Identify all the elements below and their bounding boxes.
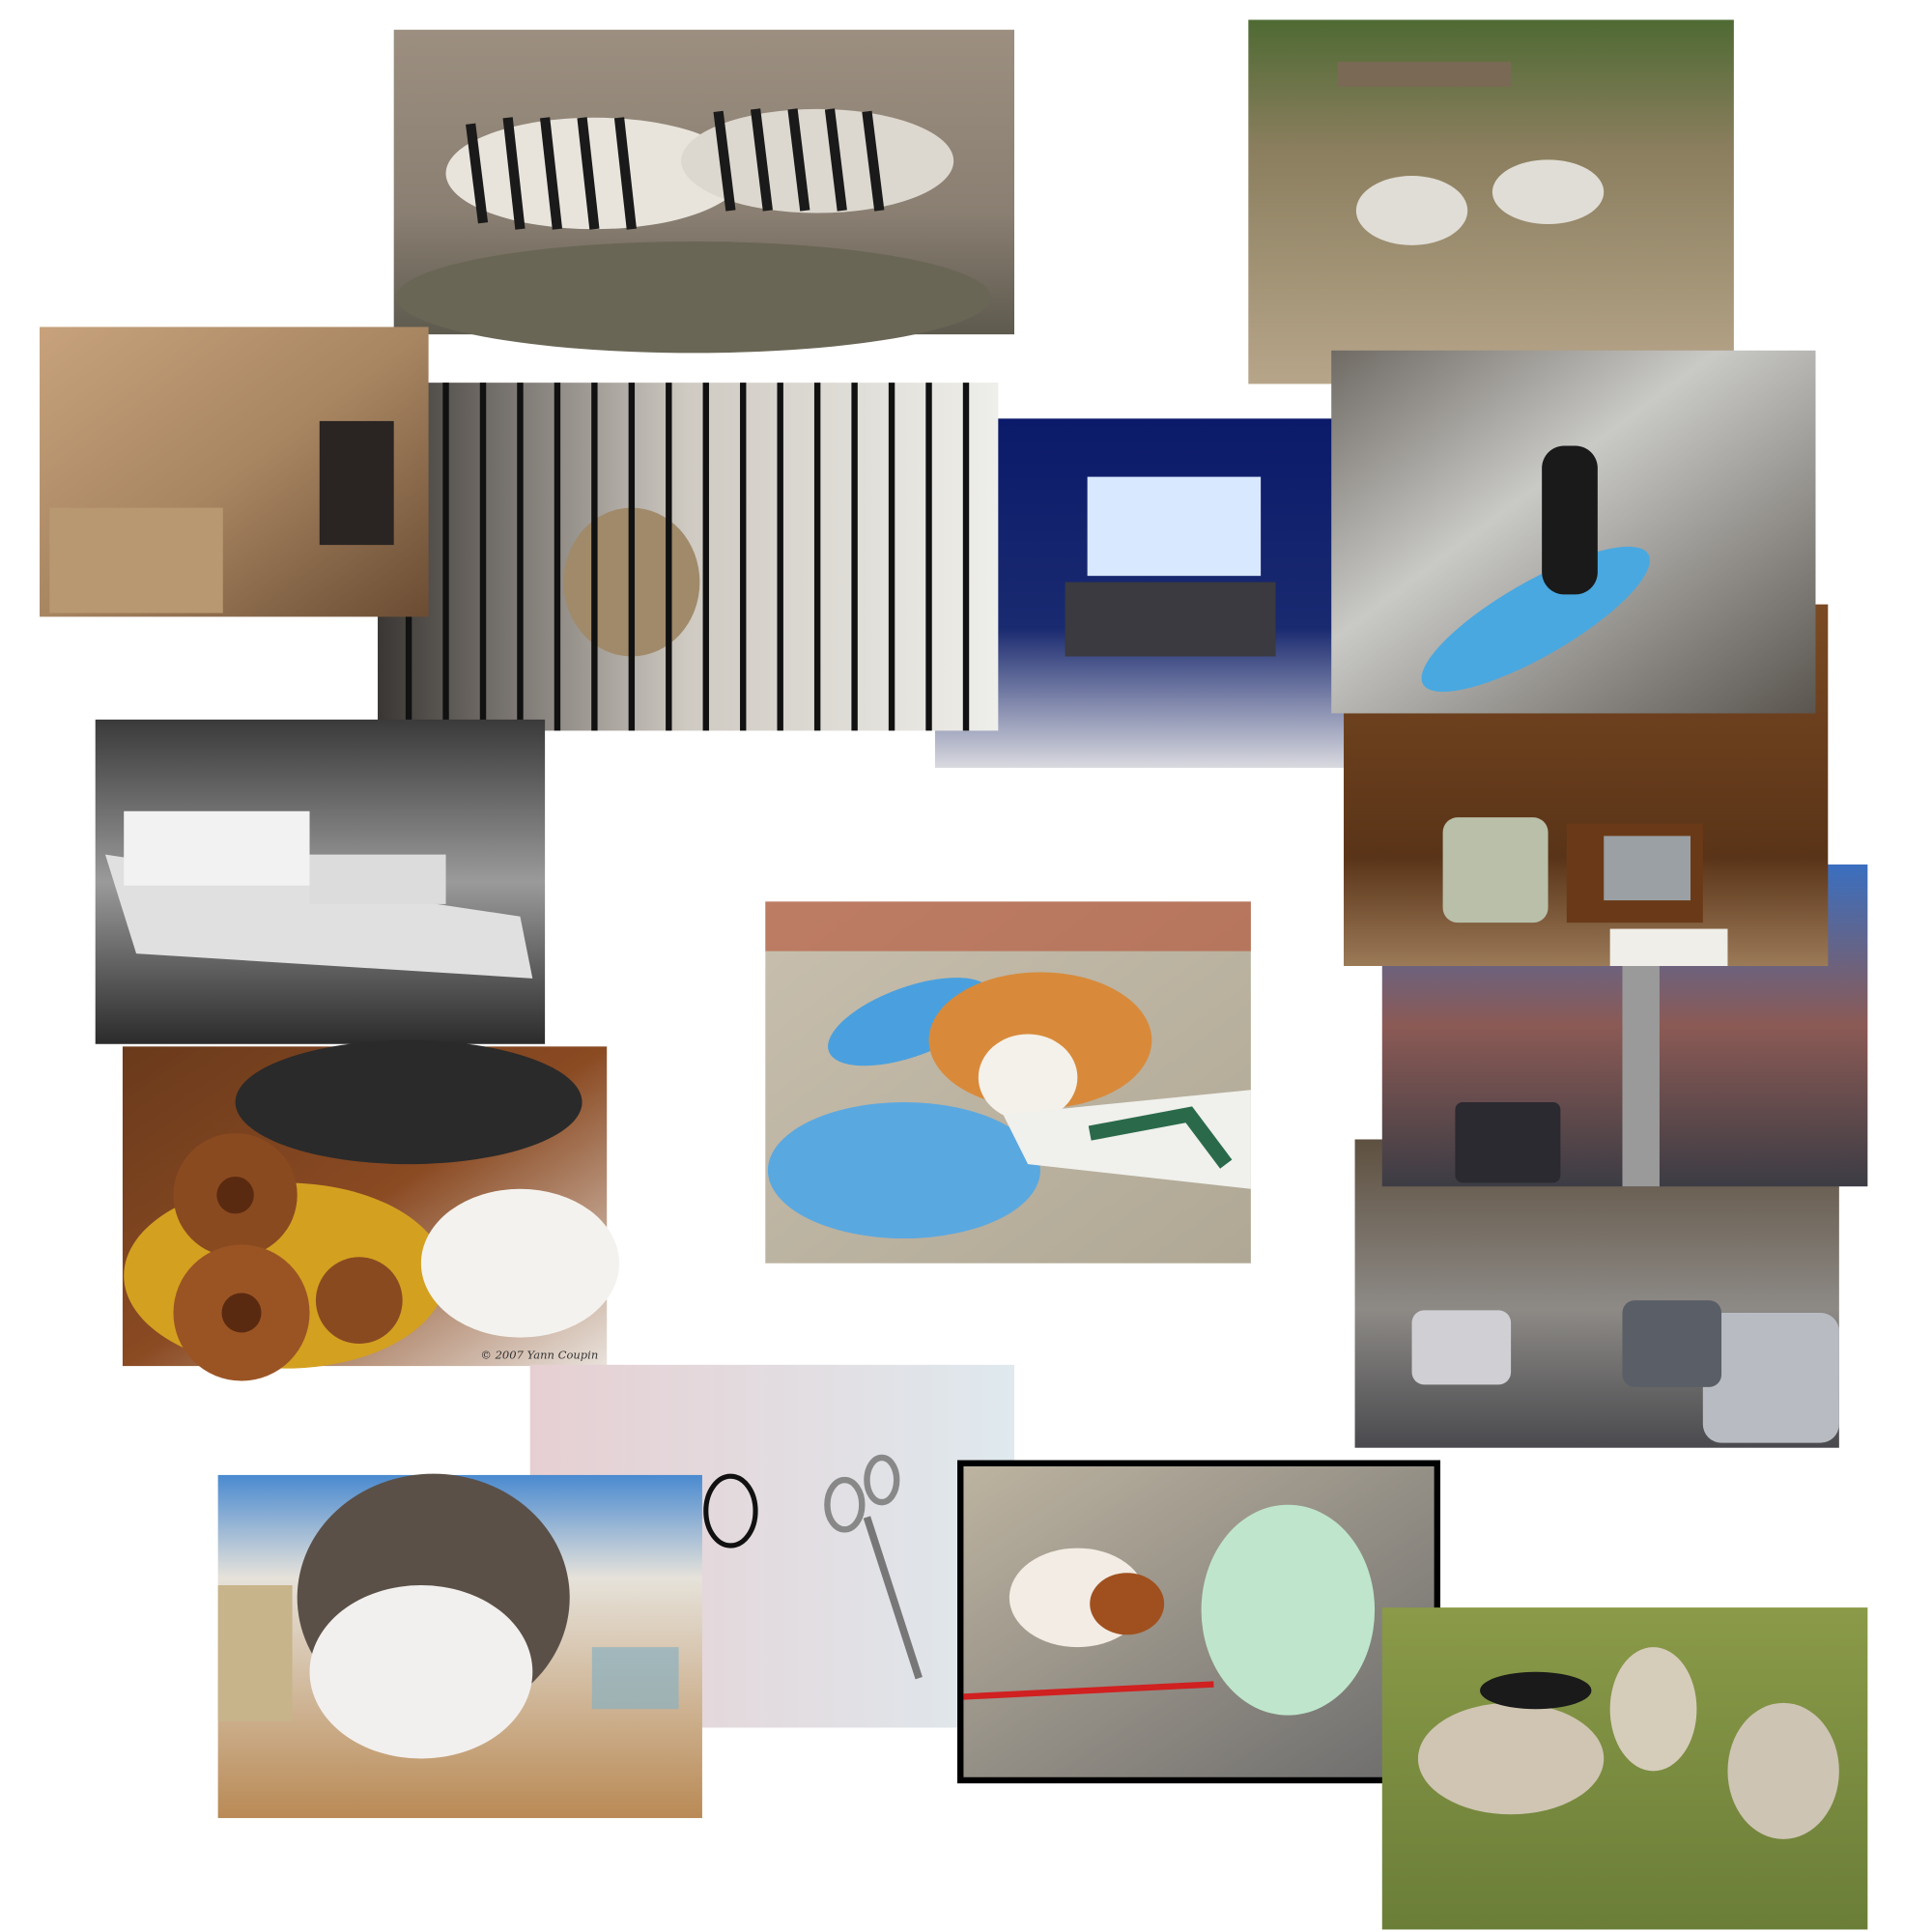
photo-cat-shoes [765, 901, 1251, 1264]
photo-loft [40, 327, 429, 617]
photo-zebra-enclosure [1248, 19, 1734, 384]
photo-sheep [1381, 1607, 1868, 1930]
photo-watermark: © 2007 Yann Coupin [480, 1348, 598, 1361]
photo-laptop [934, 418, 1345, 768]
photo-traffic [1354, 1139, 1839, 1448]
photo-giraffe-cage [378, 383, 999, 731]
photo-cat-desk [217, 1473, 702, 1819]
photo-surfer [1331, 350, 1816, 714]
photo-dog [957, 1460, 1441, 1784]
photo-boat [95, 719, 546, 1044]
photo-donuts: © 2007 Yann Coupin [122, 1039, 620, 1381]
photo-zebras [393, 29, 1014, 354]
